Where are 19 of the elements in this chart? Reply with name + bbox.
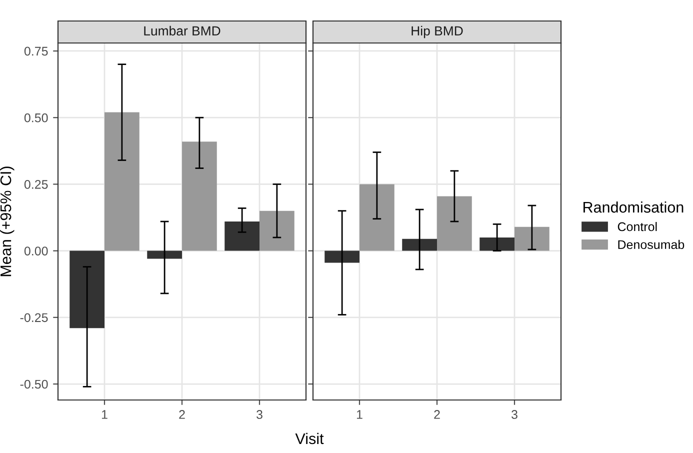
y-tick-label: 0.75 [24, 46, 48, 56]
x-axis-title: Visit [295, 432, 324, 444]
y-tick-label: 0.25 [24, 180, 48, 189]
legend-title: Randomisation [584, 201, 684, 213]
x-tick-label: 2 [434, 410, 440, 419]
y-tick-label: 0.50 [24, 113, 48, 122]
legend-label: Control [618, 222, 657, 232]
x-tick-label: 2 [179, 410, 185, 419]
y-tick-label: -0.25 [20, 313, 48, 322]
chart-title: Lumbar BMD [144, 26, 220, 36]
x-tick-label: 1 [102, 410, 108, 419]
legend-label: Denosumab [618, 240, 684, 250]
y-tick-label: -0.50 [20, 380, 48, 389]
chart-title: Hip BMD [412, 26, 463, 38]
x-tick-label: 3 [256, 410, 262, 419]
x-tick-label: 1 [356, 410, 362, 419]
y-axis-title: Mean (+95% CI) [0, 166, 14, 276]
y-tick-label: 0.00 [24, 246, 48, 256]
x-tick-label: 3 [512, 410, 518, 419]
